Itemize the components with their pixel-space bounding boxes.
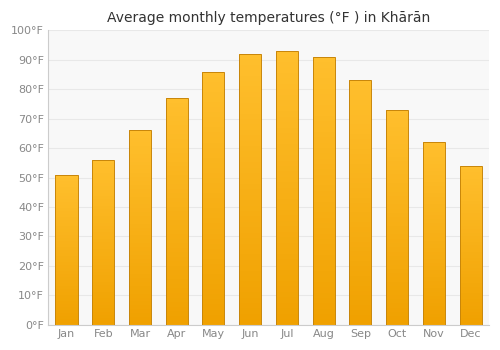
Bar <box>350 80 372 325</box>
Bar <box>423 142 445 325</box>
Title: Average monthly temperatures (°F ) in Khārān: Average monthly temperatures (°F ) in Kh… <box>107 11 430 25</box>
Bar <box>312 57 334 325</box>
Bar <box>276 51 298 325</box>
Bar <box>386 110 408 325</box>
Bar <box>166 98 188 325</box>
Bar <box>129 131 151 325</box>
Bar <box>92 160 114 325</box>
Bar <box>56 175 78 325</box>
Bar <box>239 54 261 325</box>
Bar <box>202 72 224 325</box>
Bar <box>460 166 481 325</box>
